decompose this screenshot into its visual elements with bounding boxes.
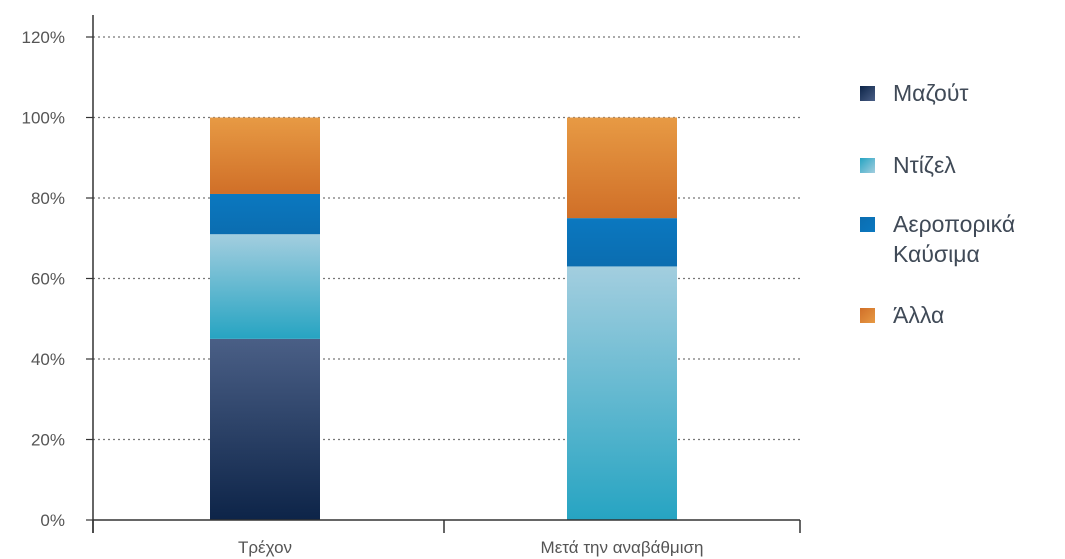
legend-item: Αεροπορικά Καύσιμα [860,209,1015,269]
legend-item: Μαζούτ [860,78,969,108]
bar-segment [210,193,320,235]
bar-segment [210,338,320,520]
legend-swatch [860,158,875,173]
legend-label: Μαζούτ [893,80,969,106]
y-tick-label: 60% [31,270,65,289]
y-tick-label: 120% [22,28,65,47]
legend-label: Αεροπορικά Καύσιμα [893,211,1016,267]
y-tick-label: 20% [31,431,65,450]
y-tick-label: 0% [40,511,65,530]
legend-item: Ντίζελ [860,150,956,180]
x-category-label: Μετά την αναβάθμιση [541,538,704,557]
legend-swatch [860,217,875,232]
bar-segment [567,117,677,219]
legend-item: Άλλα [860,300,944,330]
legend-swatch [860,308,875,323]
bar-segment [210,234,320,339]
x-category-label: Τρέχον [238,538,292,557]
y-tick-label: 80% [31,189,65,208]
legend-label: Ντίζελ [893,152,956,178]
bar-segment [567,218,677,267]
y-tick-label: 100% [22,109,65,128]
bar-segment [567,266,677,520]
legend-swatch [860,86,875,101]
bar-segment [210,117,320,194]
y-tick-label: 40% [31,350,65,369]
legend-label: Άλλα [893,302,945,328]
